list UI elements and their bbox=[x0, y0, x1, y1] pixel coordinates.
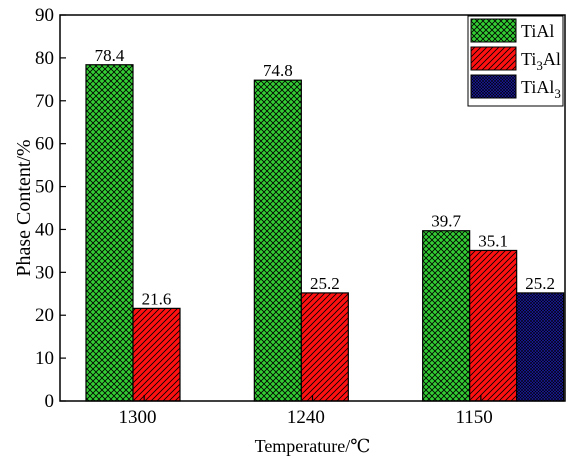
y-axis-ticks: 0 10 20 30 40 50 60 70 80 90 bbox=[35, 5, 66, 412]
data-label-ti3al-1240: 25.2 bbox=[310, 274, 340, 293]
bars-layer bbox=[85, 64, 565, 402]
data-labels-layer: 78.4 21.6 74.8 25.2 39.7 35.1 25.2 bbox=[95, 46, 555, 309]
bar-ti3al-1300 bbox=[132, 307, 181, 402]
x-tick-label-1300: 1300 bbox=[119, 407, 157, 428]
bar-tial-1150 bbox=[422, 230, 471, 402]
legend-swatch-tial3 bbox=[470, 74, 517, 99]
bar-tial-1300 bbox=[85, 64, 134, 402]
legend-swatch-tial bbox=[470, 18, 517, 43]
y-tick-label: 60 bbox=[35, 134, 54, 155]
y-tick-label: 70 bbox=[35, 91, 54, 112]
x-axis-ticks: 1300 1240 1150 bbox=[119, 395, 493, 428]
data-label-tial-1240: 74.8 bbox=[263, 61, 293, 80]
y-tick-label: 40 bbox=[35, 219, 54, 240]
y-tick-label: 50 bbox=[35, 177, 54, 198]
bar-ti3al-1240 bbox=[300, 292, 349, 402]
data-label-tial3-1150: 25.2 bbox=[525, 274, 555, 293]
data-label-tial-1300: 78.4 bbox=[95, 46, 125, 65]
y-tick-label: 20 bbox=[35, 305, 54, 326]
x-axis-title: Temperature/℃ bbox=[255, 436, 371, 456]
legend: TiAl Ti3Al TiAl3 bbox=[467, 15, 564, 107]
data-label-ti3al-1300: 21.6 bbox=[142, 289, 172, 308]
bar-ti3al-1150 bbox=[469, 249, 518, 402]
legend-label-tial3: TiAl3 bbox=[521, 77, 561, 101]
y-tick-label: 90 bbox=[35, 5, 54, 26]
x-tick-label-1240: 1240 bbox=[287, 407, 325, 428]
y-axis-title: Phase Content/% bbox=[13, 139, 35, 276]
data-label-tial-1150: 39.7 bbox=[431, 212, 461, 231]
legend-label-tial: TiAl bbox=[521, 21, 554, 41]
bar-tial3-1150 bbox=[516, 292, 565, 402]
x-tick-label-1150: 1150 bbox=[456, 407, 493, 428]
y-tick-label: 80 bbox=[35, 48, 54, 69]
y-tick-label: 0 bbox=[45, 391, 55, 412]
legend-label-ti3al: Ti3Al bbox=[521, 49, 561, 73]
bar-tial-1240 bbox=[253, 79, 302, 402]
y-tick-label: 10 bbox=[35, 348, 54, 369]
data-label-ti3al-1150: 35.1 bbox=[478, 231, 508, 250]
legend-swatch-ti3al bbox=[470, 46, 517, 71]
y-tick-label: 30 bbox=[35, 262, 54, 283]
